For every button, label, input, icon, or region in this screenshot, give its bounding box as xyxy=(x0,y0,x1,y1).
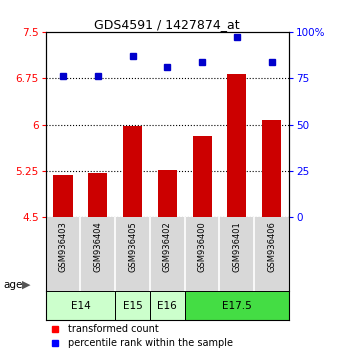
Text: E17.5: E17.5 xyxy=(222,301,252,311)
Text: GSM936403: GSM936403 xyxy=(58,221,68,272)
Text: GSM936402: GSM936402 xyxy=(163,221,172,272)
Bar xyxy=(158,170,177,217)
Text: E16: E16 xyxy=(158,301,177,311)
Bar xyxy=(262,120,281,217)
Bar xyxy=(185,291,289,320)
Bar xyxy=(115,291,150,320)
Bar xyxy=(227,74,246,217)
Text: age: age xyxy=(3,280,23,290)
Text: GSM936406: GSM936406 xyxy=(267,221,276,272)
Text: transformed count: transformed count xyxy=(68,324,158,333)
Bar xyxy=(193,136,212,217)
Text: GSM936401: GSM936401 xyxy=(232,221,241,272)
Title: GDS4591 / 1427874_at: GDS4591 / 1427874_at xyxy=(95,18,240,31)
Bar xyxy=(123,126,142,217)
Bar xyxy=(88,173,107,217)
Text: ▶: ▶ xyxy=(22,280,30,290)
Text: E14: E14 xyxy=(71,301,90,311)
Bar xyxy=(53,175,73,217)
Text: GSM936404: GSM936404 xyxy=(93,221,102,272)
Bar xyxy=(150,291,185,320)
Text: percentile rank within the sample: percentile rank within the sample xyxy=(68,338,233,348)
Text: GSM936400: GSM936400 xyxy=(198,221,207,272)
Text: E15: E15 xyxy=(123,301,142,311)
Text: GSM936405: GSM936405 xyxy=(128,221,137,272)
Bar xyxy=(46,291,115,320)
